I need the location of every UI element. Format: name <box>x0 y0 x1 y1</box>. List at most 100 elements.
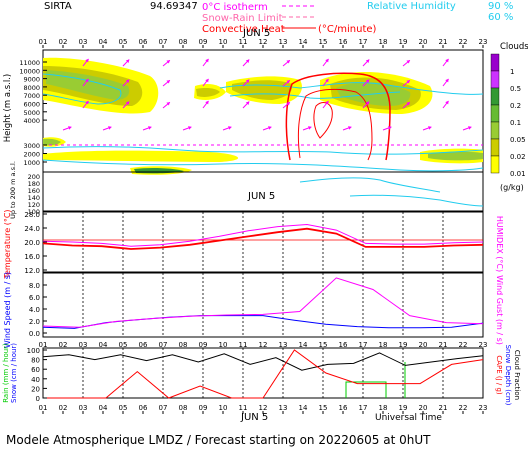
hour-label-20: 20 <box>419 341 428 349</box>
top-hour-axis: 01 02 03 04 05 06 07 08 09 10 11 12 13 14 15 16 17 18 19 20… <box>39 38 488 48</box>
rh-contour-2 <box>219 82 484 95</box>
hour-label-14: 14 <box>299 38 308 46</box>
hour-label-21: 21 <box>439 38 448 46</box>
rain-ylabel: Rain (mm / hour) <box>2 343 10 403</box>
wind-arrow-head <box>188 126 192 130</box>
ytick-label: 28.0 <box>24 211 40 219</box>
wind-arrow-head <box>365 59 370 63</box>
wind-arrow-head <box>245 59 250 63</box>
cloud-patch-5b <box>43 138 61 146</box>
wind-series <box>42 277 484 329</box>
hour-label-02: 02 <box>59 341 68 349</box>
rh-contour-5 <box>42 159 484 172</box>
cloud-ylabel: Height (m a.s.l.) <box>3 74 13 143</box>
wind-arrow-head <box>268 126 272 130</box>
wind-arrow-head <box>365 101 370 105</box>
hour-label-11: 11 <box>239 38 248 46</box>
hour-label-08: 08 <box>179 404 188 412</box>
bottom-date-label: JUN 5 <box>240 412 268 423</box>
hour-label-21: 21 <box>439 404 448 412</box>
rh-level-90: 90 % <box>488 1 513 12</box>
convective-contour-inner <box>313 102 333 139</box>
wind-arrow-head <box>205 78 209 83</box>
hour-label-15: 15 <box>319 38 328 46</box>
hour-label-15: 15 <box>319 341 328 349</box>
cloud-legend-swatch <box>490 138 500 157</box>
station-coords: 94.69347 <box>150 1 198 12</box>
hour-label-14: 14 <box>299 404 308 412</box>
cloud-ytick-label: 5000 <box>23 109 40 117</box>
ytick-label: 20 <box>31 385 40 393</box>
cloud-legend-swatch <box>490 121 500 140</box>
cloud-ytick-label: 4000 <box>23 117 40 125</box>
hour-label-20: 20 <box>419 38 428 46</box>
wind-arrow-head <box>325 100 329 105</box>
ytick-label: 60 <box>31 366 40 374</box>
wind-frame <box>42 272 484 338</box>
hour-label-16: 16 <box>339 341 348 349</box>
ytick-label: 80 <box>31 357 40 365</box>
wind-arrows <box>62 58 472 131</box>
ytick-label: 100 <box>27 347 40 355</box>
hour-label-07: 07 <box>159 404 168 412</box>
cloud-ytick-label: 7000 <box>23 92 40 100</box>
ytick-label: 24.0 <box>24 225 40 233</box>
hour-label-11: 11 <box>239 404 248 412</box>
temperature-series-0 <box>42 227 484 250</box>
hour-label-19: 19 <box>399 38 408 46</box>
wind-arrow-head <box>388 126 392 130</box>
cloud-legend-level: 0.2 <box>510 102 521 110</box>
wind-arrow-head <box>68 126 72 130</box>
wind-arrow-head <box>125 101 130 105</box>
cloud-patch-1c <box>46 70 130 100</box>
ytick-label: 12.0 <box>24 267 40 275</box>
wind-arrow-head <box>406 102 410 106</box>
hour-label-12: 12 <box>259 38 268 46</box>
convective-contour-mid <box>297 88 373 161</box>
cloud-ytick-label: 8000 <box>23 84 40 92</box>
hour-label-02: 02 <box>59 38 68 46</box>
forecast-footer: Modele Atmospherique LMDZ / Forecast sta… <box>6 433 431 447</box>
hour-label-16: 16 <box>339 404 348 412</box>
wind-arrow-head <box>166 80 170 84</box>
hour-label-22: 22 <box>459 38 468 46</box>
wind-grid <box>82 273 444 337</box>
cloud-legend-swatch <box>490 104 500 123</box>
wind-arrow-head <box>348 126 352 130</box>
hour-label-23: 23 <box>479 38 488 46</box>
cloud-ytick-label-lower: 120 <box>28 201 40 209</box>
wind-series-1 <box>42 277 484 328</box>
wind-arrow-head <box>325 58 329 63</box>
hour-label-18: 18 <box>379 404 388 412</box>
cloud-date-label: JUN 5 <box>247 191 275 202</box>
wind-arrow-head <box>228 126 232 130</box>
hour-label-23: 23 <box>479 404 488 412</box>
wind-arrow-head <box>308 126 312 130</box>
legend-snow-rain-label: Snow-Rain Limit <box>202 13 283 24</box>
bottom-hour-axis: 01 02 03 04 05 06 07 08 09 10 11 12 13 14 15 16 17 18 19 20… <box>39 404 488 414</box>
hour-label-04: 04 <box>99 38 108 46</box>
wind-panel: 8.0 6.0 4.0 2.0 0.0 01 02 03 04 05 06 07 08 09 10 11 12… <box>3 272 504 351</box>
rh-legend: Relative Humidity 90 % 60 % <box>367 1 513 23</box>
cloud-legend-level: 1 <box>510 68 514 76</box>
cloud-ytick-label: 11000 <box>19 59 40 67</box>
cloud-ytick-label-lower: 100 <box>28 208 40 216</box>
cloud-legend-level: 0.1 <box>510 119 521 127</box>
cloud-legend-level: 0.01 <box>510 170 526 178</box>
hour-label-19: 19 <box>399 341 408 349</box>
cloud-patch-6 <box>43 150 239 162</box>
ytick-label: 0.0 <box>29 330 40 338</box>
hour-label-13: 13 <box>279 404 288 412</box>
rh-contour-3 <box>229 91 401 99</box>
wind-arrow-head <box>245 101 250 105</box>
rh-label: Relative Humidity <box>367 1 456 12</box>
wind-arrow-head <box>245 79 250 83</box>
cloud-legend-swatch <box>490 155 500 174</box>
temperature-panel: 28.0 24.0 20.0 16.0 12.0 Temperature (°C) HU… <box>3 209 504 279</box>
wind-arrow-head <box>108 126 112 130</box>
hour-label-16: 16 <box>339 38 348 46</box>
temperature-series-1 <box>42 223 484 247</box>
hour-label-05: 05 <box>119 404 128 412</box>
hour-label-08: 08 <box>179 341 188 349</box>
